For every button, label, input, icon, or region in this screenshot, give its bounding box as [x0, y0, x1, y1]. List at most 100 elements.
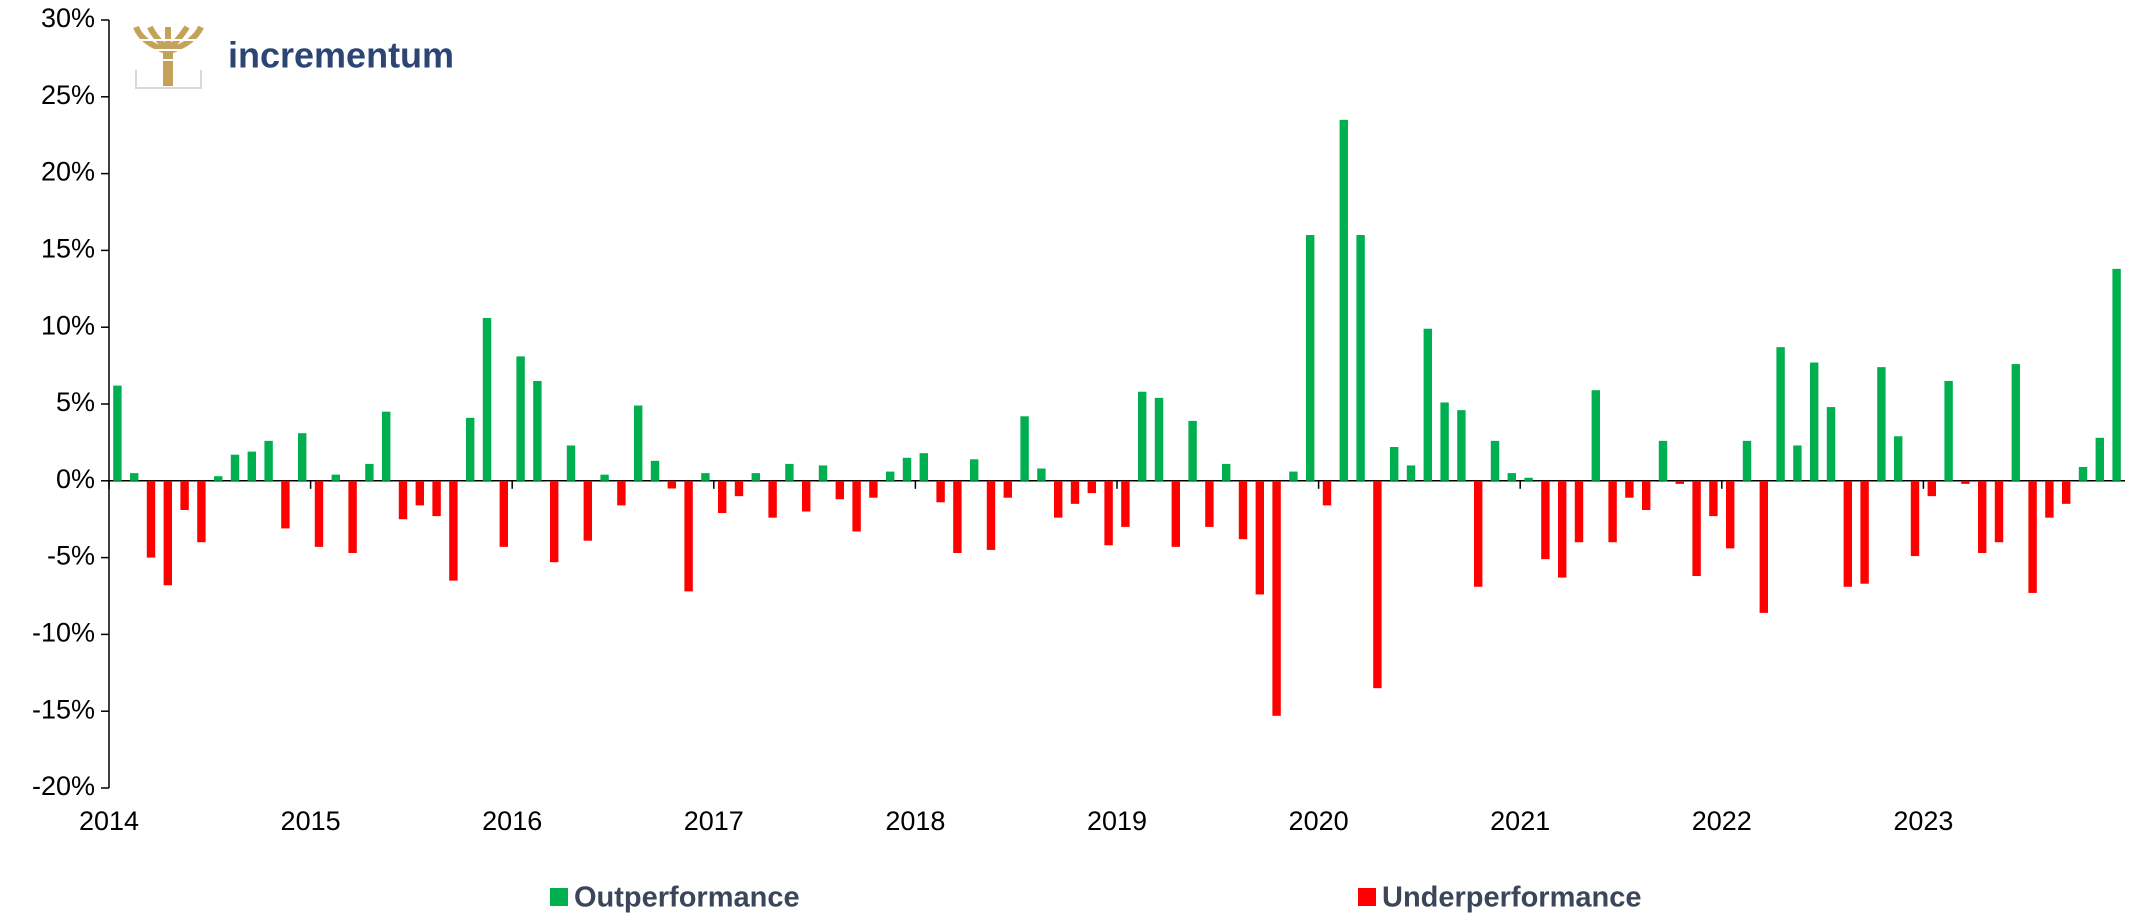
bar [617, 480, 626, 506]
bar [146, 480, 156, 558]
bar [1171, 480, 1180, 547]
bar [1541, 480, 1550, 560]
bar [1104, 480, 1113, 546]
x-tick-label: 2017 [684, 806, 744, 836]
bar [533, 380, 542, 481]
bar [550, 480, 559, 563]
bar [1121, 480, 1130, 527]
bar [1961, 480, 1970, 484]
bar [650, 460, 660, 481]
bar [1423, 328, 1432, 481]
bar [230, 454, 240, 481]
x-tick-label: 2020 [1289, 806, 1349, 836]
bar [936, 480, 945, 503]
bar [1070, 480, 1080, 504]
logo-icon [133, 25, 204, 89]
bar [281, 480, 290, 529]
bar [1692, 480, 1701, 577]
bar [785, 463, 794, 481]
y-tick-label: 30% [41, 3, 95, 33]
bar [314, 480, 324, 547]
bar [718, 480, 727, 514]
bar [1894, 436, 1903, 481]
bar [1373, 480, 1382, 689]
bar [1810, 362, 1819, 481]
bar [197, 480, 206, 543]
y-tick-label: 0% [56, 464, 95, 494]
y-tick-label: 5% [56, 387, 95, 417]
bar [970, 459, 979, 481]
bar [1608, 480, 1617, 543]
y-tick-label: -20% [32, 771, 95, 801]
bar [1322, 480, 1332, 506]
bar [2028, 480, 2037, 593]
bar [382, 411, 391, 481]
bar [1507, 473, 1516, 481]
bar [701, 473, 710, 481]
y-tick-label: -10% [32, 618, 95, 648]
bar [1860, 480, 1869, 584]
legend-label: Outperformance [574, 882, 800, 914]
logo-text: incrementum [228, 35, 454, 76]
x-tick-label: 2018 [885, 806, 945, 836]
bar [1709, 480, 1718, 517]
bar [1339, 119, 1348, 481]
bar [1625, 480, 1634, 498]
bar [1944, 380, 1953, 481]
legend-swatch [550, 888, 568, 906]
bar [1390, 447, 1399, 481]
legend-label: Underperformance [1382, 882, 1641, 914]
bar [1642, 480, 1651, 510]
bar [1978, 480, 1987, 553]
bar [1927, 480, 1936, 497]
bar [1524, 477, 1533, 481]
bar [348, 480, 357, 553]
y-tick-label: 15% [41, 234, 95, 264]
y-tick-label: 25% [41, 80, 95, 110]
bar [415, 480, 424, 506]
bar [1154, 397, 1164, 481]
bar [751, 473, 760, 481]
bar [1255, 480, 1264, 595]
bar [1793, 445, 1802, 481]
bar [499, 480, 508, 547]
bar [1205, 480, 1214, 527]
bar [852, 480, 861, 532]
bar [1406, 465, 1416, 481]
bar [113, 385, 122, 481]
bar [1356, 235, 1365, 481]
bar [365, 463, 374, 481]
bar [449, 480, 458, 581]
bar [684, 480, 693, 592]
bar [835, 480, 844, 500]
bar [1826, 407, 1836, 481]
bar [1726, 480, 1735, 549]
bar [1759, 480, 1768, 613]
bar [2095, 437, 2104, 481]
bar [2045, 480, 2054, 518]
bar [986, 480, 996, 550]
bar [130, 473, 139, 481]
bar [953, 480, 962, 553]
bar [466, 417, 475, 481]
y-tick-label: 10% [41, 310, 95, 340]
bar [1474, 480, 1483, 587]
y-tick-label: -5% [47, 541, 95, 571]
bar [298, 433, 307, 481]
bar [1574, 480, 1584, 543]
y-tick-label: 20% [41, 157, 95, 187]
bar [2112, 268, 2121, 481]
bar [1188, 420, 1197, 481]
bar [1675, 480, 1684, 484]
x-tick-label: 2014 [79, 806, 139, 836]
bar [768, 480, 777, 518]
bar [2011, 364, 2020, 481]
bar [1994, 480, 2004, 543]
bar [1289, 471, 1298, 481]
bar [1037, 468, 1046, 481]
bar [1591, 390, 1600, 481]
bar [1843, 480, 1852, 587]
bar [886, 471, 895, 481]
bar [634, 405, 643, 481]
bar [919, 453, 928, 481]
